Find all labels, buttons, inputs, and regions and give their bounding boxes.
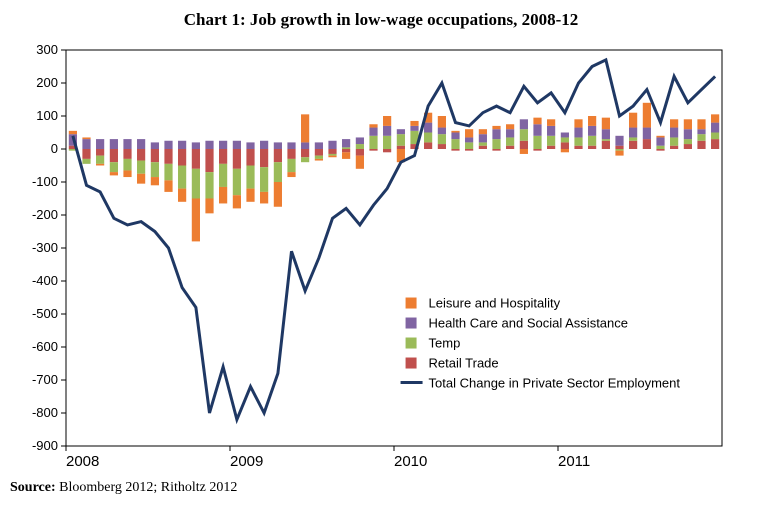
svg-text:2011: 2011 <box>558 453 590 470</box>
chart-title: Chart 1: Job growth in low-wage occupati… <box>10 10 752 30</box>
svg-text:-700: -700 <box>32 372 58 387</box>
svg-text:200: 200 <box>36 75 58 90</box>
svg-text:2009: 2009 <box>230 453 263 470</box>
svg-text:2008: 2008 <box>66 453 99 470</box>
svg-text:Total Change in Private Sector: Total Change in Private Sector Employmen… <box>429 376 681 391</box>
svg-text:-300: -300 <box>32 240 58 255</box>
chart-container: Chart 1: Job growth in low-wage occupati… <box>10 10 752 496</box>
plot-area: Thousands -900-800-700-600-500-400-300-2… <box>10 36 730 476</box>
svg-text:-100: -100 <box>32 174 58 189</box>
chart-source: Source: Bloomberg 2012; Ritholtz 2012 <box>10 480 752 496</box>
source-text: Bloomberg 2012; Ritholtz 2012 <box>56 480 238 495</box>
svg-text:-600: -600 <box>32 339 58 354</box>
source-label: Source: <box>10 480 56 495</box>
svg-text:-200: -200 <box>32 207 58 222</box>
svg-text:-500: -500 <box>32 306 58 321</box>
svg-text:100: 100 <box>36 108 58 123</box>
svg-text:Health Care and Social Assista: Health Care and Social Assistance <box>429 316 628 331</box>
svg-text:300: 300 <box>36 42 58 57</box>
svg-text:0: 0 <box>51 141 58 156</box>
svg-text:Temp: Temp <box>429 336 461 351</box>
svg-text:-800: -800 <box>32 405 58 420</box>
svg-text:-400: -400 <box>32 273 58 288</box>
svg-text:Leisure and Hospitality: Leisure and Hospitality <box>429 296 561 311</box>
svg-text:2010: 2010 <box>394 453 427 470</box>
svg-text:-900: -900 <box>32 438 58 453</box>
chart-svg: -900 -800 -700 -600 -500 -400 -300 -200 -100 0 100… <box>10 36 730 476</box>
svg-text:Retail Trade: Retail Trade <box>429 356 499 371</box>
